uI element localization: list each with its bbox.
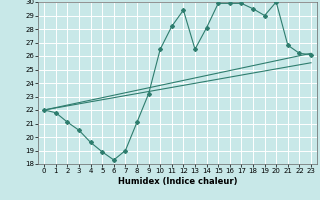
X-axis label: Humidex (Indice chaleur): Humidex (Indice chaleur) <box>118 177 237 186</box>
